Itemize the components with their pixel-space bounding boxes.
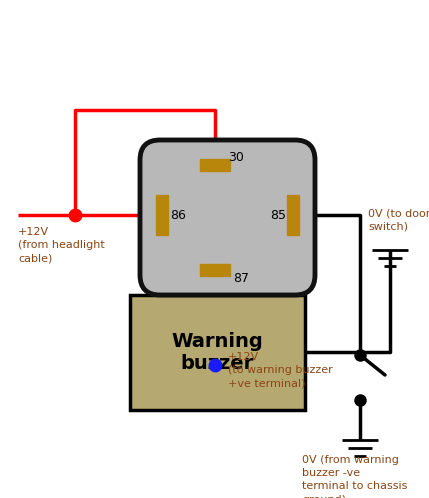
Text: 30: 30 [228, 150, 244, 163]
Text: +12V
(from headlight
cable): +12V (from headlight cable) [18, 227, 105, 263]
Text: 0V (to door
switch): 0V (to door switch) [368, 208, 429, 232]
Text: 87: 87 [233, 271, 249, 284]
Bar [287, 195, 299, 235]
Text: 0V (from warning
buzzer -ve
terminal to chassis
ground): 0V (from warning buzzer -ve terminal to … [302, 455, 408, 498]
Bar [156, 195, 168, 235]
FancyBboxPatch shape [140, 140, 315, 295]
Text: Warning
buzzer: Warning buzzer [172, 332, 263, 373]
Bar [200, 264, 230, 276]
FancyBboxPatch shape [130, 295, 305, 410]
Text: 85: 85 [270, 209, 286, 222]
Text: +12V
(to warning buzzer
+ve terminal): +12V (to warning buzzer +ve terminal) [228, 352, 333, 388]
Bar [200, 159, 230, 171]
Text: 86: 86 [170, 209, 186, 222]
